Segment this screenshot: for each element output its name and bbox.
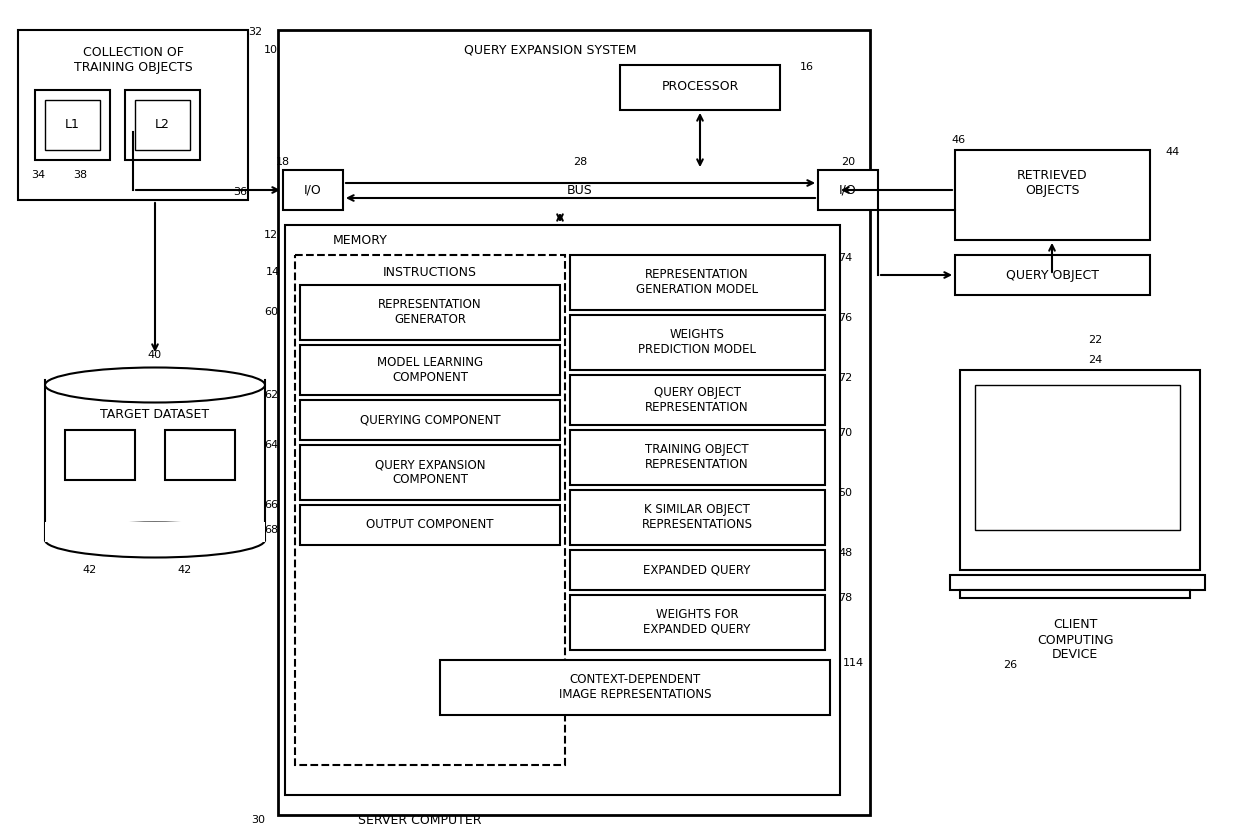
Text: 10: 10 [264, 45, 278, 55]
Text: 32: 32 [248, 27, 262, 37]
FancyBboxPatch shape [570, 430, 825, 485]
FancyBboxPatch shape [570, 255, 825, 310]
Text: 50: 50 [838, 488, 852, 498]
FancyBboxPatch shape [64, 430, 135, 480]
Text: K SIMILAR OBJECT
REPRESENTATIONS: K SIMILAR OBJECT REPRESENTATIONS [641, 503, 753, 531]
Text: 40: 40 [148, 350, 162, 360]
Text: CONTEXT-DEPENDENT
IMAGE REPRESENTATIONS: CONTEXT-DEPENDENT IMAGE REPRESENTATIONS [559, 673, 712, 701]
FancyBboxPatch shape [135, 100, 190, 150]
Bar [950, 575, 1205, 590]
FancyBboxPatch shape [960, 370, 1200, 570]
Text: 46: 46 [951, 135, 965, 145]
Text: 76: 76 [838, 313, 852, 323]
Text: L1: L1 [64, 119, 79, 131]
Text: QUERY EXPANSION SYSTEM: QUERY EXPANSION SYSTEM [464, 43, 636, 57]
Text: 60: 60 [264, 307, 278, 317]
FancyBboxPatch shape [818, 170, 878, 210]
Text: 68: 68 [264, 525, 278, 535]
Text: 78: 78 [838, 593, 852, 603]
FancyBboxPatch shape [570, 550, 825, 590]
Text: 38: 38 [73, 170, 87, 180]
FancyBboxPatch shape [295, 255, 565, 765]
FancyBboxPatch shape [278, 30, 870, 815]
Text: 72: 72 [838, 373, 852, 383]
Text: 18: 18 [277, 157, 290, 167]
Text: 26: 26 [1003, 660, 1017, 670]
Text: 20: 20 [841, 157, 856, 167]
Text: 30: 30 [250, 815, 265, 825]
Text: INSTRUCTIONS: INSTRUCTIONS [383, 266, 477, 278]
Text: 114: 114 [843, 658, 864, 668]
Text: 16: 16 [800, 62, 813, 72]
FancyBboxPatch shape [285, 225, 839, 795]
Text: L2: L2 [155, 119, 170, 131]
Ellipse shape [45, 522, 265, 558]
Text: QUERY OBJECT
REPRESENTATION: QUERY OBJECT REPRESENTATION [645, 386, 749, 414]
Bar [45, 522, 265, 542]
FancyBboxPatch shape [125, 90, 200, 160]
Text: 42: 42 [83, 565, 97, 575]
FancyBboxPatch shape [300, 445, 560, 500]
Text: I/O: I/O [304, 183, 322, 196]
Text: BUS: BUS [567, 183, 593, 196]
FancyBboxPatch shape [570, 595, 825, 650]
Text: 36: 36 [233, 187, 247, 197]
FancyBboxPatch shape [570, 315, 825, 370]
Text: 44: 44 [1166, 147, 1179, 157]
Bar [45, 380, 265, 540]
FancyBboxPatch shape [19, 30, 248, 200]
Text: CLIENT
COMPUTING
DEVICE: CLIENT COMPUTING DEVICE [1037, 619, 1114, 661]
Text: 34: 34 [31, 170, 45, 180]
Ellipse shape [45, 368, 265, 402]
Text: PROCESSOR: PROCESSOR [661, 80, 739, 94]
FancyBboxPatch shape [300, 345, 560, 395]
Text: MODEL LEARNING
COMPONENT: MODEL LEARNING COMPONENT [377, 356, 484, 384]
Text: REPRESENTATION
GENERATION MODEL: REPRESENTATION GENERATION MODEL [636, 268, 758, 296]
Text: COLLECTION OF
TRAINING OBJECTS: COLLECTION OF TRAINING OBJECTS [73, 46, 192, 74]
Text: REPRESENTATION
GENERATOR: REPRESENTATION GENERATOR [378, 298, 482, 326]
Text: SERVER COMPUTER: SERVER COMPUTER [358, 813, 482, 827]
FancyBboxPatch shape [975, 385, 1180, 530]
FancyBboxPatch shape [440, 660, 830, 715]
Text: QUERYING COMPONENT: QUERYING COMPONENT [360, 414, 500, 426]
Text: 70: 70 [838, 428, 852, 438]
FancyBboxPatch shape [45, 100, 100, 150]
Text: WEIGHTS
PREDICTION MODEL: WEIGHTS PREDICTION MODEL [639, 328, 756, 356]
Text: QUERY OBJECT: QUERY OBJECT [1006, 268, 1099, 282]
Text: 48: 48 [838, 548, 852, 558]
FancyBboxPatch shape [300, 285, 560, 340]
Text: TRAINING OBJECT
REPRESENTATION: TRAINING OBJECT REPRESENTATION [645, 443, 749, 471]
FancyBboxPatch shape [300, 400, 560, 440]
Text: 14: 14 [265, 267, 280, 277]
Text: QUERY EXPANSION
COMPONENT: QUERY EXPANSION COMPONENT [374, 458, 485, 486]
Text: 28: 28 [573, 157, 587, 167]
FancyBboxPatch shape [165, 430, 236, 480]
FancyBboxPatch shape [955, 150, 1149, 240]
Text: MEMORY: MEMORY [332, 233, 387, 247]
Text: 12: 12 [264, 230, 278, 240]
Text: EXPANDED QUERY: EXPANDED QUERY [644, 563, 750, 577]
Text: 42: 42 [177, 565, 192, 575]
Text: 64: 64 [264, 440, 278, 450]
FancyBboxPatch shape [570, 490, 825, 545]
Text: 24: 24 [1087, 355, 1102, 365]
Text: RETRIEVED
OBJECTS: RETRIEVED OBJECTS [1017, 169, 1087, 197]
FancyBboxPatch shape [35, 90, 110, 160]
Text: 66: 66 [264, 500, 278, 510]
FancyBboxPatch shape [570, 375, 825, 425]
Text: WEIGHTS FOR
EXPANDED QUERY: WEIGHTS FOR EXPANDED QUERY [644, 608, 750, 636]
FancyBboxPatch shape [300, 505, 560, 545]
FancyBboxPatch shape [620, 65, 780, 110]
Text: OUTPUT COMPONENT: OUTPUT COMPONENT [366, 518, 494, 532]
FancyBboxPatch shape [955, 255, 1149, 295]
Text: TARGET DATASET: TARGET DATASET [100, 409, 210, 421]
Text: 62: 62 [264, 390, 278, 400]
Text: 74: 74 [838, 253, 852, 263]
Text: I/O: I/O [839, 183, 857, 196]
FancyBboxPatch shape [283, 170, 343, 210]
Bar [960, 590, 1190, 598]
Text: 22: 22 [1087, 335, 1102, 345]
